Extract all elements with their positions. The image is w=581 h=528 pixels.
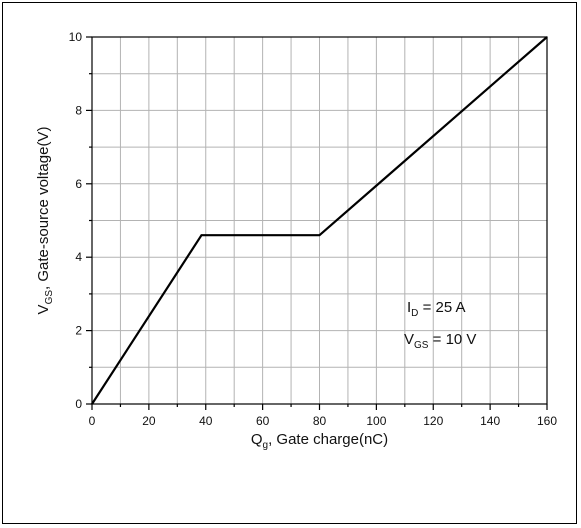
axis-ticks: [86, 37, 547, 410]
y-tick-label: 0: [75, 397, 82, 411]
annotation-id-rest: = 25 A: [418, 299, 465, 316]
annotation-vgs-rest: = 10 V: [428, 331, 476, 348]
x-axis-label-rest: , Gate charge(nC): [268, 431, 388, 448]
x-tick-label: 60: [256, 414, 270, 428]
y-axis-label-sub: GS: [44, 290, 55, 305]
x-tick-label: 100: [366, 414, 386, 428]
x-tick-label: 20: [142, 414, 156, 428]
y-tick-label: 2: [75, 324, 82, 338]
tick-labels: 0 20 40 60 80 100 120 140 160 0 2 4 6 8 10: [69, 30, 558, 428]
x-tick-label: 0: [89, 414, 96, 428]
x-tick-label: 80: [313, 414, 327, 428]
grid: [92, 37, 547, 404]
x-tick-label: 120: [423, 414, 443, 428]
annotation-id: ID = 25 A: [407, 299, 466, 319]
annotation-vgs: VGS = 10 V: [404, 331, 476, 351]
y-axis-label-main: V: [35, 304, 52, 314]
annotation-vgs-main: V: [404, 331, 414, 348]
y-tick-label: 4: [75, 250, 82, 264]
y-tick-label: 8: [75, 103, 82, 117]
y-axis-label: VGS, Gate-source voltage(V): [35, 127, 55, 315]
gate-charge-chart: 0 20 40 60 80 100 120 140 160 0 2 4 6 8 10 Qg, Gate ch…: [3, 3, 578, 525]
y-tick-label: 10: [69, 30, 83, 44]
x-axis-label-main: Q: [251, 431, 263, 448]
annotation-id-sub: D: [411, 308, 418, 319]
x-axis-label: Qg, Gate charge(nC): [251, 431, 388, 451]
y-tick-label: 6: [75, 177, 82, 191]
x-tick-label: 40: [199, 414, 213, 428]
figure-frame: 0 20 40 60 80 100 120 140 160 0 2 4 6 8 10 Qg, Gate ch…: [2, 2, 577, 524]
x-tick-label: 160: [537, 414, 557, 428]
annotation-vgs-sub: GS: [414, 340, 429, 351]
x-tick-label: 140: [480, 414, 500, 428]
y-axis-label-rest: , Gate-source voltage(V): [35, 127, 52, 290]
